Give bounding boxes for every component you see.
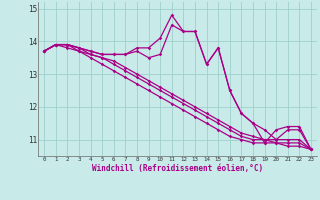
X-axis label: Windchill (Refroidissement éolien,°C): Windchill (Refroidissement éolien,°C) [92,164,263,173]
